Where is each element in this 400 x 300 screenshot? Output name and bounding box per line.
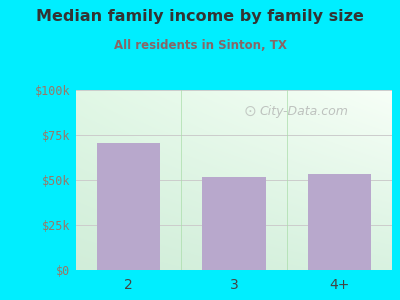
- Text: ⊙: ⊙: [244, 104, 256, 119]
- Bar: [202, 177, 266, 270]
- Text: Median family income by family size: Median family income by family size: [36, 9, 364, 24]
- Text: All residents in Sinton, TX: All residents in Sinton, TX: [114, 39, 286, 52]
- Bar: [308, 174, 371, 270]
- Text: City-Data.com: City-Data.com: [259, 105, 348, 118]
- Bar: [97, 143, 160, 270]
